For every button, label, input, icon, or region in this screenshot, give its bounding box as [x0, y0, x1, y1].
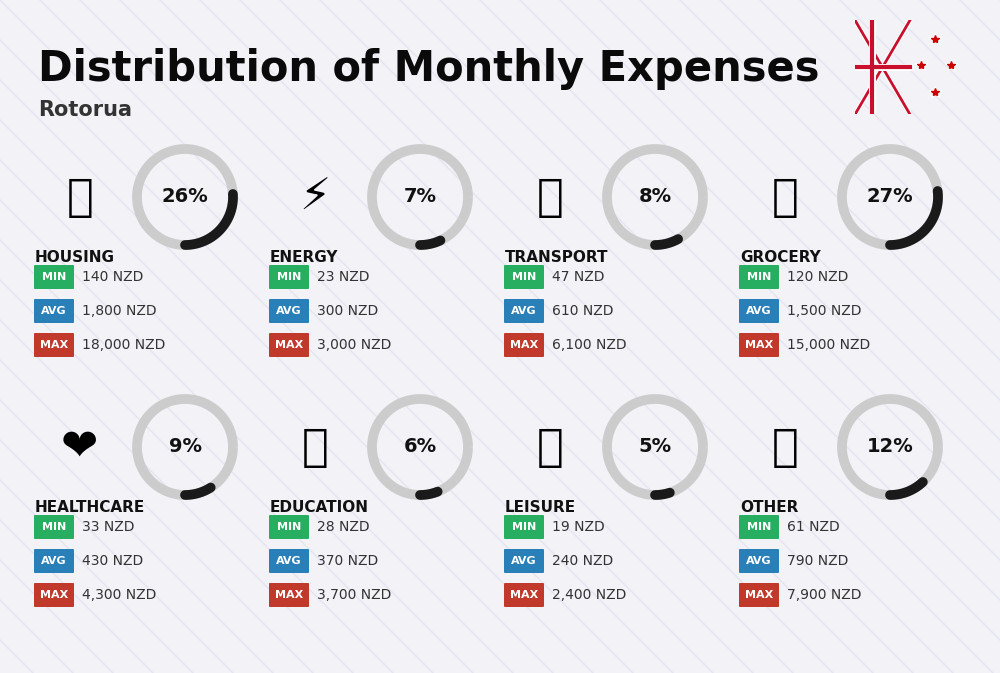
Text: 3,700 NZD: 3,700 NZD [317, 588, 391, 602]
FancyBboxPatch shape [34, 515, 74, 539]
Text: 1,500 NZD: 1,500 NZD [787, 304, 862, 318]
FancyBboxPatch shape [739, 333, 779, 357]
Text: Distribution of Monthly Expenses: Distribution of Monthly Expenses [38, 48, 820, 90]
Text: HEALTHCARE: HEALTHCARE [35, 500, 145, 515]
Text: MIN: MIN [277, 272, 301, 282]
Text: MIN: MIN [277, 522, 301, 532]
Text: 23 NZD: 23 NZD [317, 270, 370, 284]
FancyBboxPatch shape [269, 265, 309, 289]
Text: 6,100 NZD: 6,100 NZD [552, 338, 627, 352]
Text: 3,000 NZD: 3,000 NZD [317, 338, 391, 352]
Text: AVG: AVG [276, 556, 302, 566]
FancyBboxPatch shape [34, 549, 74, 573]
FancyBboxPatch shape [739, 549, 779, 573]
Text: AVG: AVG [746, 556, 772, 566]
Text: 430 NZD: 430 NZD [82, 554, 143, 568]
FancyBboxPatch shape [504, 333, 544, 357]
Text: EDUCATION: EDUCATION [270, 500, 369, 515]
Text: MAX: MAX [510, 340, 538, 350]
Text: MAX: MAX [275, 590, 303, 600]
Text: LEISURE: LEISURE [505, 500, 576, 515]
Text: 240 NZD: 240 NZD [552, 554, 613, 568]
Text: 🎓: 🎓 [302, 425, 328, 468]
FancyBboxPatch shape [504, 299, 544, 323]
Text: 12%: 12% [867, 437, 913, 456]
Text: 🛒: 🛒 [772, 176, 798, 219]
Text: MIN: MIN [747, 522, 771, 532]
Text: AVG: AVG [511, 556, 537, 566]
Text: MAX: MAX [40, 340, 68, 350]
FancyBboxPatch shape [739, 583, 779, 607]
FancyBboxPatch shape [504, 583, 544, 607]
Text: 1,800 NZD: 1,800 NZD [82, 304, 157, 318]
Text: 7,900 NZD: 7,900 NZD [787, 588, 862, 602]
Text: 9%: 9% [168, 437, 202, 456]
Text: ENERGY: ENERGY [270, 250, 338, 265]
Text: 🚌: 🚌 [537, 176, 563, 219]
Text: 2,400 NZD: 2,400 NZD [552, 588, 626, 602]
Text: 6%: 6% [403, 437, 437, 456]
Text: AVG: AVG [41, 306, 67, 316]
Text: 47 NZD: 47 NZD [552, 270, 604, 284]
FancyBboxPatch shape [269, 549, 309, 573]
Text: 5%: 5% [638, 437, 672, 456]
Text: 300 NZD: 300 NZD [317, 304, 378, 318]
Text: 8%: 8% [638, 188, 672, 207]
FancyBboxPatch shape [34, 299, 74, 323]
Text: 19 NZD: 19 NZD [552, 520, 605, 534]
Text: MIN: MIN [42, 522, 66, 532]
Text: 18,000 NZD: 18,000 NZD [82, 338, 165, 352]
Text: ❤️: ❤️ [61, 425, 99, 468]
Text: 790 NZD: 790 NZD [787, 554, 848, 568]
FancyBboxPatch shape [739, 265, 779, 289]
Text: 370 NZD: 370 NZD [317, 554, 378, 568]
Text: MAX: MAX [275, 340, 303, 350]
Text: TRANSPORT: TRANSPORT [505, 250, 608, 265]
Text: 140 NZD: 140 NZD [82, 270, 143, 284]
FancyBboxPatch shape [504, 549, 544, 573]
Text: AVG: AVG [41, 556, 67, 566]
Text: 33 NZD: 33 NZD [82, 520, 134, 534]
Text: MAX: MAX [510, 590, 538, 600]
Text: 💛: 💛 [772, 425, 798, 468]
Text: MIN: MIN [512, 272, 536, 282]
Text: AVG: AVG [276, 306, 302, 316]
Text: MIN: MIN [42, 272, 66, 282]
FancyBboxPatch shape [269, 299, 309, 323]
Text: ⚡: ⚡ [299, 176, 331, 219]
Text: HOUSING: HOUSING [35, 250, 115, 265]
Text: AVG: AVG [746, 306, 772, 316]
FancyBboxPatch shape [504, 265, 544, 289]
Text: 28 NZD: 28 NZD [317, 520, 370, 534]
Text: AVG: AVG [511, 306, 537, 316]
Text: GROCERY: GROCERY [740, 250, 821, 265]
Text: 15,000 NZD: 15,000 NZD [787, 338, 870, 352]
Text: 120 NZD: 120 NZD [787, 270, 848, 284]
Text: MAX: MAX [40, 590, 68, 600]
FancyBboxPatch shape [269, 583, 309, 607]
FancyBboxPatch shape [504, 515, 544, 539]
FancyBboxPatch shape [739, 299, 779, 323]
FancyBboxPatch shape [739, 515, 779, 539]
Text: MAX: MAX [745, 340, 773, 350]
Text: 🏗️: 🏗️ [67, 176, 93, 219]
Text: MAX: MAX [745, 590, 773, 600]
Text: MIN: MIN [512, 522, 536, 532]
Text: 610 NZD: 610 NZD [552, 304, 614, 318]
Text: 61 NZD: 61 NZD [787, 520, 840, 534]
Text: 26%: 26% [162, 188, 208, 207]
FancyBboxPatch shape [269, 515, 309, 539]
Text: 7%: 7% [404, 188, 436, 207]
FancyBboxPatch shape [269, 333, 309, 357]
Text: 4,300 NZD: 4,300 NZD [82, 588, 156, 602]
FancyBboxPatch shape [34, 583, 74, 607]
FancyBboxPatch shape [34, 265, 74, 289]
Text: Rotorua: Rotorua [38, 100, 132, 120]
Text: MIN: MIN [747, 272, 771, 282]
Text: OTHER: OTHER [740, 500, 798, 515]
Text: 27%: 27% [867, 188, 913, 207]
FancyBboxPatch shape [34, 333, 74, 357]
Text: 🛍️: 🛍️ [537, 425, 563, 468]
